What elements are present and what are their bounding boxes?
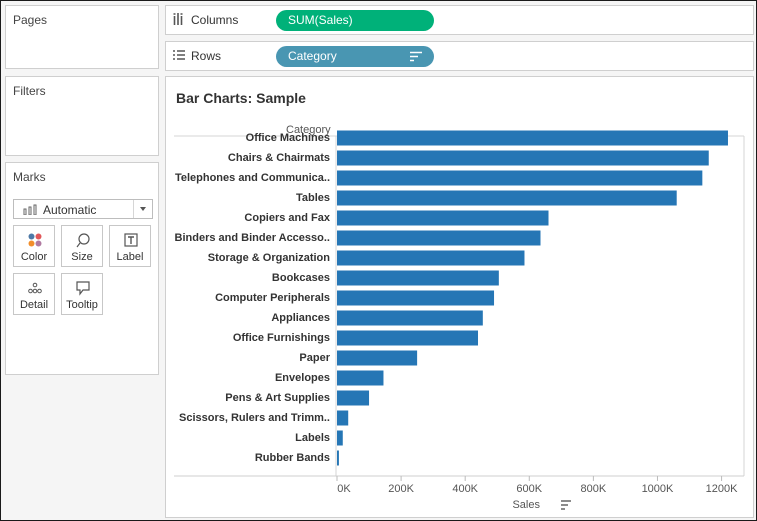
category-label[interactable]: Rubber Bands: [255, 452, 330, 464]
bar[interactable]: [337, 430, 343, 446]
pages-card[interactable]: Pages: [5, 5, 159, 69]
category-label[interactable]: Computer Peripherals: [215, 292, 330, 304]
columns-shelf-label: Columns: [173, 13, 238, 27]
bar[interactable]: [337, 250, 525, 266]
columns-shelf[interactable]: Columns SUM(Sales): [165, 5, 754, 35]
label-button[interactable]: Label: [109, 225, 151, 267]
detail-button[interactable]: Detail: [13, 273, 55, 315]
bar-chart: Category Office Machines Chairs & Chairma…: [174, 124, 745, 511]
marks-title: Marks: [13, 170, 46, 184]
x-tick-label: 1200K: [706, 483, 738, 495]
category-label[interactable]: Labels: [295, 432, 330, 444]
x-tick-label: 0K: [337, 483, 351, 495]
bar[interactable]: [337, 330, 479, 346]
mark-type-value: Automatic: [43, 203, 97, 217]
color-button[interactable]: Color: [13, 225, 55, 267]
view-area: Bar Charts: Sample Category Office Machi…: [165, 76, 754, 518]
bar[interactable]: [337, 210, 549, 226]
axis-sort-icon[interactable]: [561, 500, 571, 510]
bar[interactable]: [337, 370, 384, 386]
category-label[interactable]: Scissors, Rulers and Trimm..: [179, 412, 330, 424]
color-label: Color: [20, 251, 48, 263]
sum-sales-pill[interactable]: SUM(Sales): [276, 10, 434, 31]
text-label-icon: [124, 233, 138, 247]
columns-icon: [173, 13, 183, 25]
tooltip-button[interactable]: Tooltip: [61, 273, 103, 315]
category-pill-label: Category: [288, 49, 337, 63]
mark-type-dropdown[interactable]: Automatic: [13, 199, 153, 219]
bar[interactable]: [337, 150, 709, 166]
pages-title: Pages: [13, 13, 48, 27]
category-label[interactable]: Office Machines: [246, 132, 330, 144]
bar[interactable]: [337, 130, 728, 146]
filters-title: Filters: [13, 84, 46, 98]
rows-label: Rows: [191, 49, 222, 63]
size-label: Size: [71, 251, 93, 263]
category-label[interactable]: Copiers and Fax: [244, 212, 330, 224]
bar[interactable]: [337, 390, 370, 406]
rows-shelf-label: Rows: [173, 49, 221, 63]
category-label[interactable]: Binders and Binder Accesso..: [175, 232, 330, 244]
detail-label: Detail: [19, 299, 49, 311]
bar[interactable]: [337, 450, 339, 466]
x-tick-label: 800K: [581, 483, 607, 495]
x-tick-label: 400K: [452, 483, 478, 495]
rows-shelf[interactable]: Rows Category: [165, 41, 754, 71]
category-label[interactable]: Appliances: [271, 312, 330, 324]
category-label[interactable]: Storage & Organization: [208, 252, 331, 264]
x-tick-label: 600K: [516, 483, 542, 495]
category-label[interactable]: Bookcases: [272, 272, 330, 284]
category-pill[interactable]: Category: [276, 46, 434, 67]
bar[interactable]: [337, 410, 349, 426]
category-label[interactable]: Paper: [299, 352, 330, 364]
sum-sales-pill-label: SUM(Sales): [288, 13, 353, 27]
bar[interactable]: [337, 310, 483, 326]
category-label[interactable]: Telephones and Communica..: [175, 172, 330, 184]
marks-card: Marks Automatic Color Size: [5, 162, 159, 375]
size-lasso-icon: [76, 233, 90, 248]
category-label[interactable]: Envelopes: [275, 372, 330, 384]
category-label[interactable]: Pens & Art Supplies: [225, 392, 330, 404]
bar[interactable]: [337, 230, 541, 246]
rows-icon: [173, 50, 185, 60]
color-dots-icon: [28, 233, 42, 247]
bar[interactable]: [337, 190, 677, 206]
filters-card[interactable]: Filters: [5, 76, 159, 156]
chevron-down-icon[interactable]: [133, 200, 152, 218]
speech-bubble-icon: [76, 281, 90, 296]
sort-descending-icon[interactable]: [410, 51, 422, 62]
bar[interactable]: [337, 170, 703, 186]
category-label[interactable]: Office Furnishings: [233, 332, 330, 344]
category-label[interactable]: Chairs & Chairmats: [228, 152, 330, 164]
row-header: Category: [286, 124, 331, 136]
x-tick-label: 1000K: [642, 483, 674, 495]
columns-label: Columns: [191, 13, 239, 27]
bar[interactable]: [337, 350, 418, 366]
label-label: Label: [116, 251, 144, 263]
bar[interactable]: [337, 270, 499, 286]
tooltip-label: Tooltip: [66, 299, 98, 311]
x-tick-label: 200K: [388, 483, 414, 495]
bar[interactable]: [337, 290, 495, 306]
x-axis-title: Sales: [512, 499, 540, 511]
detail-dots-icon: [28, 282, 42, 294]
size-button[interactable]: Size: [61, 225, 103, 267]
view-title: Bar Charts: Sample: [176, 90, 306, 106]
bar-mark-icon: [23, 204, 37, 215]
category-label[interactable]: Tables: [296, 192, 330, 204]
